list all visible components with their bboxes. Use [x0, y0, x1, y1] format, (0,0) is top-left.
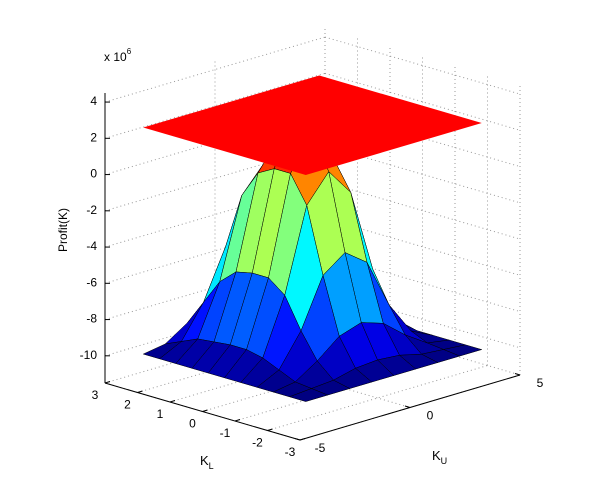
y-axis-label-main: K: [200, 453, 209, 468]
x-axis-label-main: K: [432, 448, 441, 463]
x-tick-label: 0: [427, 409, 434, 423]
y-tick-label: 3: [92, 388, 99, 402]
z-tick-label: -6: [86, 275, 97, 289]
y-tick: [137, 390, 143, 393]
z-tick-label: -4: [86, 239, 97, 253]
y-tick: [202, 409, 208, 412]
x-axis-label-sub: U: [441, 456, 448, 466]
y-tick: [299, 438, 306, 441]
z-axis-label: Profit(K): [56, 208, 70, 252]
y-tick-label: 0: [189, 417, 196, 431]
z-tick-label: -10: [80, 348, 98, 362]
y-tick-label: 1: [157, 407, 164, 421]
x-tick: [514, 373, 521, 376]
z-tick-label: 0: [90, 167, 97, 181]
y-tick-label: -1: [220, 426, 231, 440]
exponent-power: 6: [127, 47, 132, 56]
exponent-base: x 10: [104, 50, 127, 64]
x-tick-label: -5: [315, 441, 326, 455]
y-tick: [104, 381, 111, 384]
y-tick: [267, 428, 273, 431]
x-tick: [404, 405, 411, 408]
z-tick-label: -2: [86, 203, 97, 217]
z-tick-label: 2: [90, 130, 97, 144]
exponent: x 106: [104, 47, 132, 64]
y-tick-label: 2: [124, 398, 131, 412]
y-tick-label: -3: [285, 445, 296, 459]
y-tick: [234, 419, 241, 422]
z-tick-label: -8: [86, 312, 97, 326]
x-tick: [294, 438, 301, 441]
plane: [143, 75, 482, 175]
y-axis-label: KL: [200, 453, 214, 471]
z-tick-label: 4: [90, 94, 97, 108]
y-axis-label-sub: L: [209, 461, 214, 471]
x-tick-label: 5: [537, 376, 544, 390]
x-axis-label: KU: [432, 448, 447, 466]
surface-patch: [288, 388, 329, 402]
y-tick: [169, 400, 176, 403]
y-tick-label: -2: [252, 436, 263, 450]
